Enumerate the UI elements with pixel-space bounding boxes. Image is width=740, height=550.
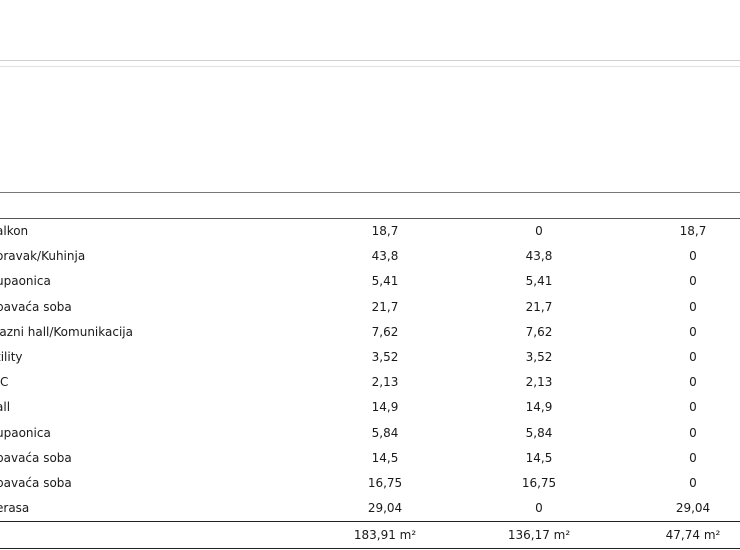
table-row: pavaća soba 14,5 14,5 0 xyxy=(0,446,740,471)
room-name: /C xyxy=(0,375,9,390)
room-closed-area: 0 xyxy=(535,224,543,238)
room-name: all xyxy=(0,400,11,415)
room-name: pavaća soba xyxy=(0,475,72,490)
room-closed-area: 0 xyxy=(535,501,543,516)
room-open-area: 29,04 xyxy=(675,501,711,516)
room-total-area: 29,04 xyxy=(367,501,403,516)
room-name: upaonica xyxy=(0,274,51,289)
room-total-area: 2,13 xyxy=(371,375,399,390)
area-table-body: alkon 18,7 0 18,7 oravak/Kuhinja 43,8 43… xyxy=(0,219,740,521)
room-open-area: 0 xyxy=(689,274,697,289)
closed-area-sum: 136,17 m² xyxy=(507,528,571,542)
room-closed-area: 5,41 xyxy=(525,274,553,289)
room-total-area: 5,41 xyxy=(371,274,399,289)
room-open-area: 0 xyxy=(689,324,697,339)
room-open-area: 18,7 xyxy=(679,224,707,238)
room-total-area: 43,8 xyxy=(371,249,399,264)
room-total-area: 5,84 xyxy=(371,425,399,440)
table-row: /C 2,13 2,13 0 xyxy=(0,370,740,395)
table-row: all 14,9 14,9 0 xyxy=(0,395,740,420)
room-total-area: 18,7 xyxy=(371,224,399,238)
room-open-area: 0 xyxy=(689,400,697,415)
table-top-border xyxy=(0,192,740,193)
table-row: pavaća soba 21,7 21,7 0 xyxy=(0,295,740,320)
table-row: oravak/Kuhinja 43,8 43,8 0 xyxy=(0,244,740,269)
room-closed-area: 43,8 xyxy=(525,249,553,264)
total-area-sum: 183,91 m² xyxy=(353,528,417,542)
room-open-area: 0 xyxy=(689,249,697,264)
room-total-area: 16,75 xyxy=(367,475,403,490)
top-divider-secondary xyxy=(0,66,740,67)
room-name: upaonica xyxy=(0,425,51,440)
open-area-sum: 47,74 m² xyxy=(665,528,721,542)
room-name: oravak/Kuhinja xyxy=(0,249,86,264)
room-closed-area: 14,9 xyxy=(525,400,553,415)
room-total-area: 21,7 xyxy=(371,299,399,314)
table-header-border xyxy=(0,218,740,219)
top-divider xyxy=(0,60,740,61)
room-name: lazni hall/Komunikacija xyxy=(0,324,133,339)
table-row: lazni hall/Komunikacija 7,62 7,62 0 xyxy=(0,320,740,345)
room-total-area: 14,9 xyxy=(371,400,399,415)
room-closed-area: 5,84 xyxy=(525,425,553,440)
room-total-area: 14,5 xyxy=(371,450,399,465)
room-closed-area: 16,75 xyxy=(521,475,557,490)
totals-row: 183,91 m² 136,17 m² 47,74 m² xyxy=(0,521,740,549)
room-closed-area: 21,7 xyxy=(525,299,553,314)
room-closed-area: 14,5 xyxy=(525,450,553,465)
table-row: alkon 18,7 0 18,7 xyxy=(0,219,740,244)
room-closed-area: 3,52 xyxy=(525,349,553,364)
room-open-area: 0 xyxy=(689,349,697,364)
room-name: pavaća soba xyxy=(0,299,72,314)
room-total-area: 3,52 xyxy=(371,349,399,364)
table-row: tility 3,52 3,52 0 xyxy=(0,345,740,370)
table-row: upaonica 5,41 5,41 0 xyxy=(0,269,740,294)
room-total-area: 7,62 xyxy=(371,324,399,339)
room-open-area: 0 xyxy=(689,425,697,440)
room-name: alkon xyxy=(0,224,29,238)
room-open-area: 0 xyxy=(689,299,697,314)
table-row: pavaća soba 16,75 16,75 0 xyxy=(0,471,740,496)
room-closed-area: 2,13 xyxy=(525,375,553,390)
room-closed-area: 7,62 xyxy=(525,324,553,339)
room-name: pavaća soba xyxy=(0,450,72,465)
table-row: erasa 29,04 0 29,04 xyxy=(0,496,740,521)
room-open-area: 0 xyxy=(689,375,697,390)
table-row: upaonica 5,84 5,84 0 xyxy=(0,421,740,446)
room-name: tility xyxy=(0,349,23,364)
room-name: erasa xyxy=(0,501,30,516)
room-open-area: 0 xyxy=(689,475,697,490)
room-open-area: 0 xyxy=(689,450,697,465)
